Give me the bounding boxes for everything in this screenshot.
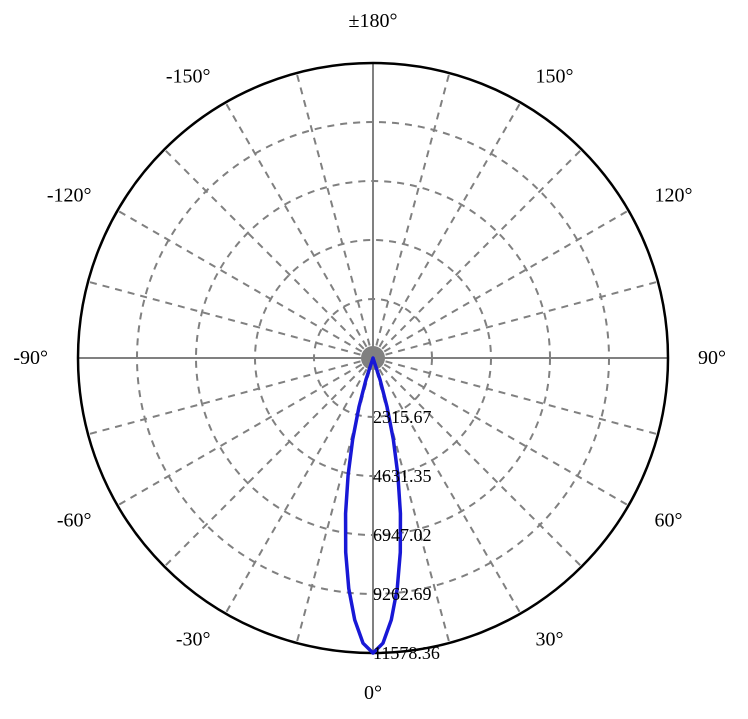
angle-label: -60° [57, 510, 92, 532]
angle-label: -90° [13, 347, 48, 369]
radial-label: 9262.69 [373, 584, 432, 604]
radial-label: 6947.02 [373, 525, 432, 545]
angle-label: 90° [698, 347, 726, 369]
angle-label: 60° [654, 510, 682, 532]
angle-label: 150° [536, 66, 574, 88]
angle-label: -150° [166, 66, 211, 88]
angle-label: 120° [654, 185, 692, 207]
radial-label: 2315.67 [373, 407, 432, 427]
angle-label: -30° [176, 628, 211, 650]
angle-label: ±180° [349, 10, 398, 32]
angle-label: 0° [364, 682, 382, 704]
angle-label: -120° [47, 185, 92, 207]
angle-label: 30° [536, 628, 564, 650]
radial-label: 4631.35 [373, 466, 432, 486]
polar-chart: 2315.67 4631.35 6947.02 9262.69 11578.36 0° 30… [0, 0, 748, 719]
radial-label: 11578.36 [373, 643, 440, 663]
